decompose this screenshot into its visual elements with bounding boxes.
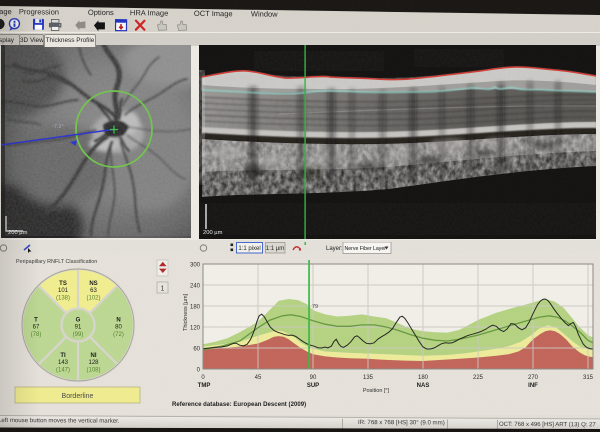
svg-text:Thickness [µm]: Thickness [µm] (183, 293, 189, 331)
svg-text:NI: NI (91, 353, 97, 359)
svg-text:NAS: NAS (417, 383, 430, 389)
svg-text:Borderline: Borderline (62, 393, 94, 400)
svg-text:-7.9°: -7.9° (52, 124, 64, 130)
svg-text:0: 0 (201, 375, 205, 381)
svg-text:270: 270 (528, 375, 539, 381)
svg-text:NS: NS (89, 281, 97, 287)
svg-text:TMP: TMP (198, 383, 211, 389)
svg-text:90: 90 (310, 375, 317, 381)
svg-text:128: 128 (88, 360, 99, 366)
svg-text:TS: TS (59, 281, 67, 287)
svg-text:143: 143 (58, 360, 69, 366)
svg-text:45: 45 (255, 375, 262, 381)
svg-text:200 µm: 200 µm (203, 230, 223, 236)
svg-text:300: 300 (190, 263, 201, 269)
svg-text:80: 80 (115, 325, 122, 331)
svg-text:INF: INF (528, 383, 538, 389)
svg-text:N: N (116, 318, 120, 324)
svg-text:(138): (138) (56, 296, 70, 302)
svg-text:120: 120 (190, 326, 201, 332)
svg-text:60: 60 (193, 347, 200, 353)
svg-text:(78): (78) (31, 332, 42, 338)
svg-text:135: 135 (363, 375, 374, 381)
svg-text:1:1 pixel: 1:1 pixel (238, 246, 260, 252)
svg-text:240: 240 (190, 284, 201, 290)
svg-text:Nerve Fiber Layer: Nerve Fiber Layer (345, 246, 387, 252)
svg-text:200 µm: 200 µm (8, 230, 28, 236)
svg-text:91: 91 (75, 325, 82, 331)
svg-text:Peripapillary RNFLT Classifica: Peripapillary RNFLT Classification (16, 259, 97, 265)
svg-text:67: 67 (33, 325, 40, 331)
svg-text:SUP: SUP (307, 383, 319, 389)
svg-text:TI: TI (60, 353, 66, 359)
svg-text:180: 180 (190, 305, 201, 311)
svg-text:Layer:: Layer: (326, 246, 343, 252)
svg-text:T: T (34, 318, 38, 324)
svg-text:0: 0 (197, 368, 201, 374)
svg-text:101: 101 (58, 288, 69, 294)
svg-text:Position [°]: Position [°] (363, 388, 390, 394)
svg-text:1:1 µm: 1:1 µm (266, 246, 284, 252)
svg-text:315: 315 (583, 375, 594, 381)
svg-text:(147): (147) (56, 368, 70, 374)
svg-text:63: 63 (90, 288, 97, 294)
svg-text:(72): (72) (113, 332, 124, 338)
svg-text:79: 79 (312, 304, 318, 310)
svg-text:225: 225 (473, 375, 484, 381)
svg-text:G: G (76, 318, 81, 324)
svg-text:(108): (108) (86, 368, 100, 374)
svg-text:(99): (99) (73, 332, 84, 338)
svg-text:(102): (102) (86, 296, 100, 302)
svg-text:180: 180 (418, 375, 429, 381)
